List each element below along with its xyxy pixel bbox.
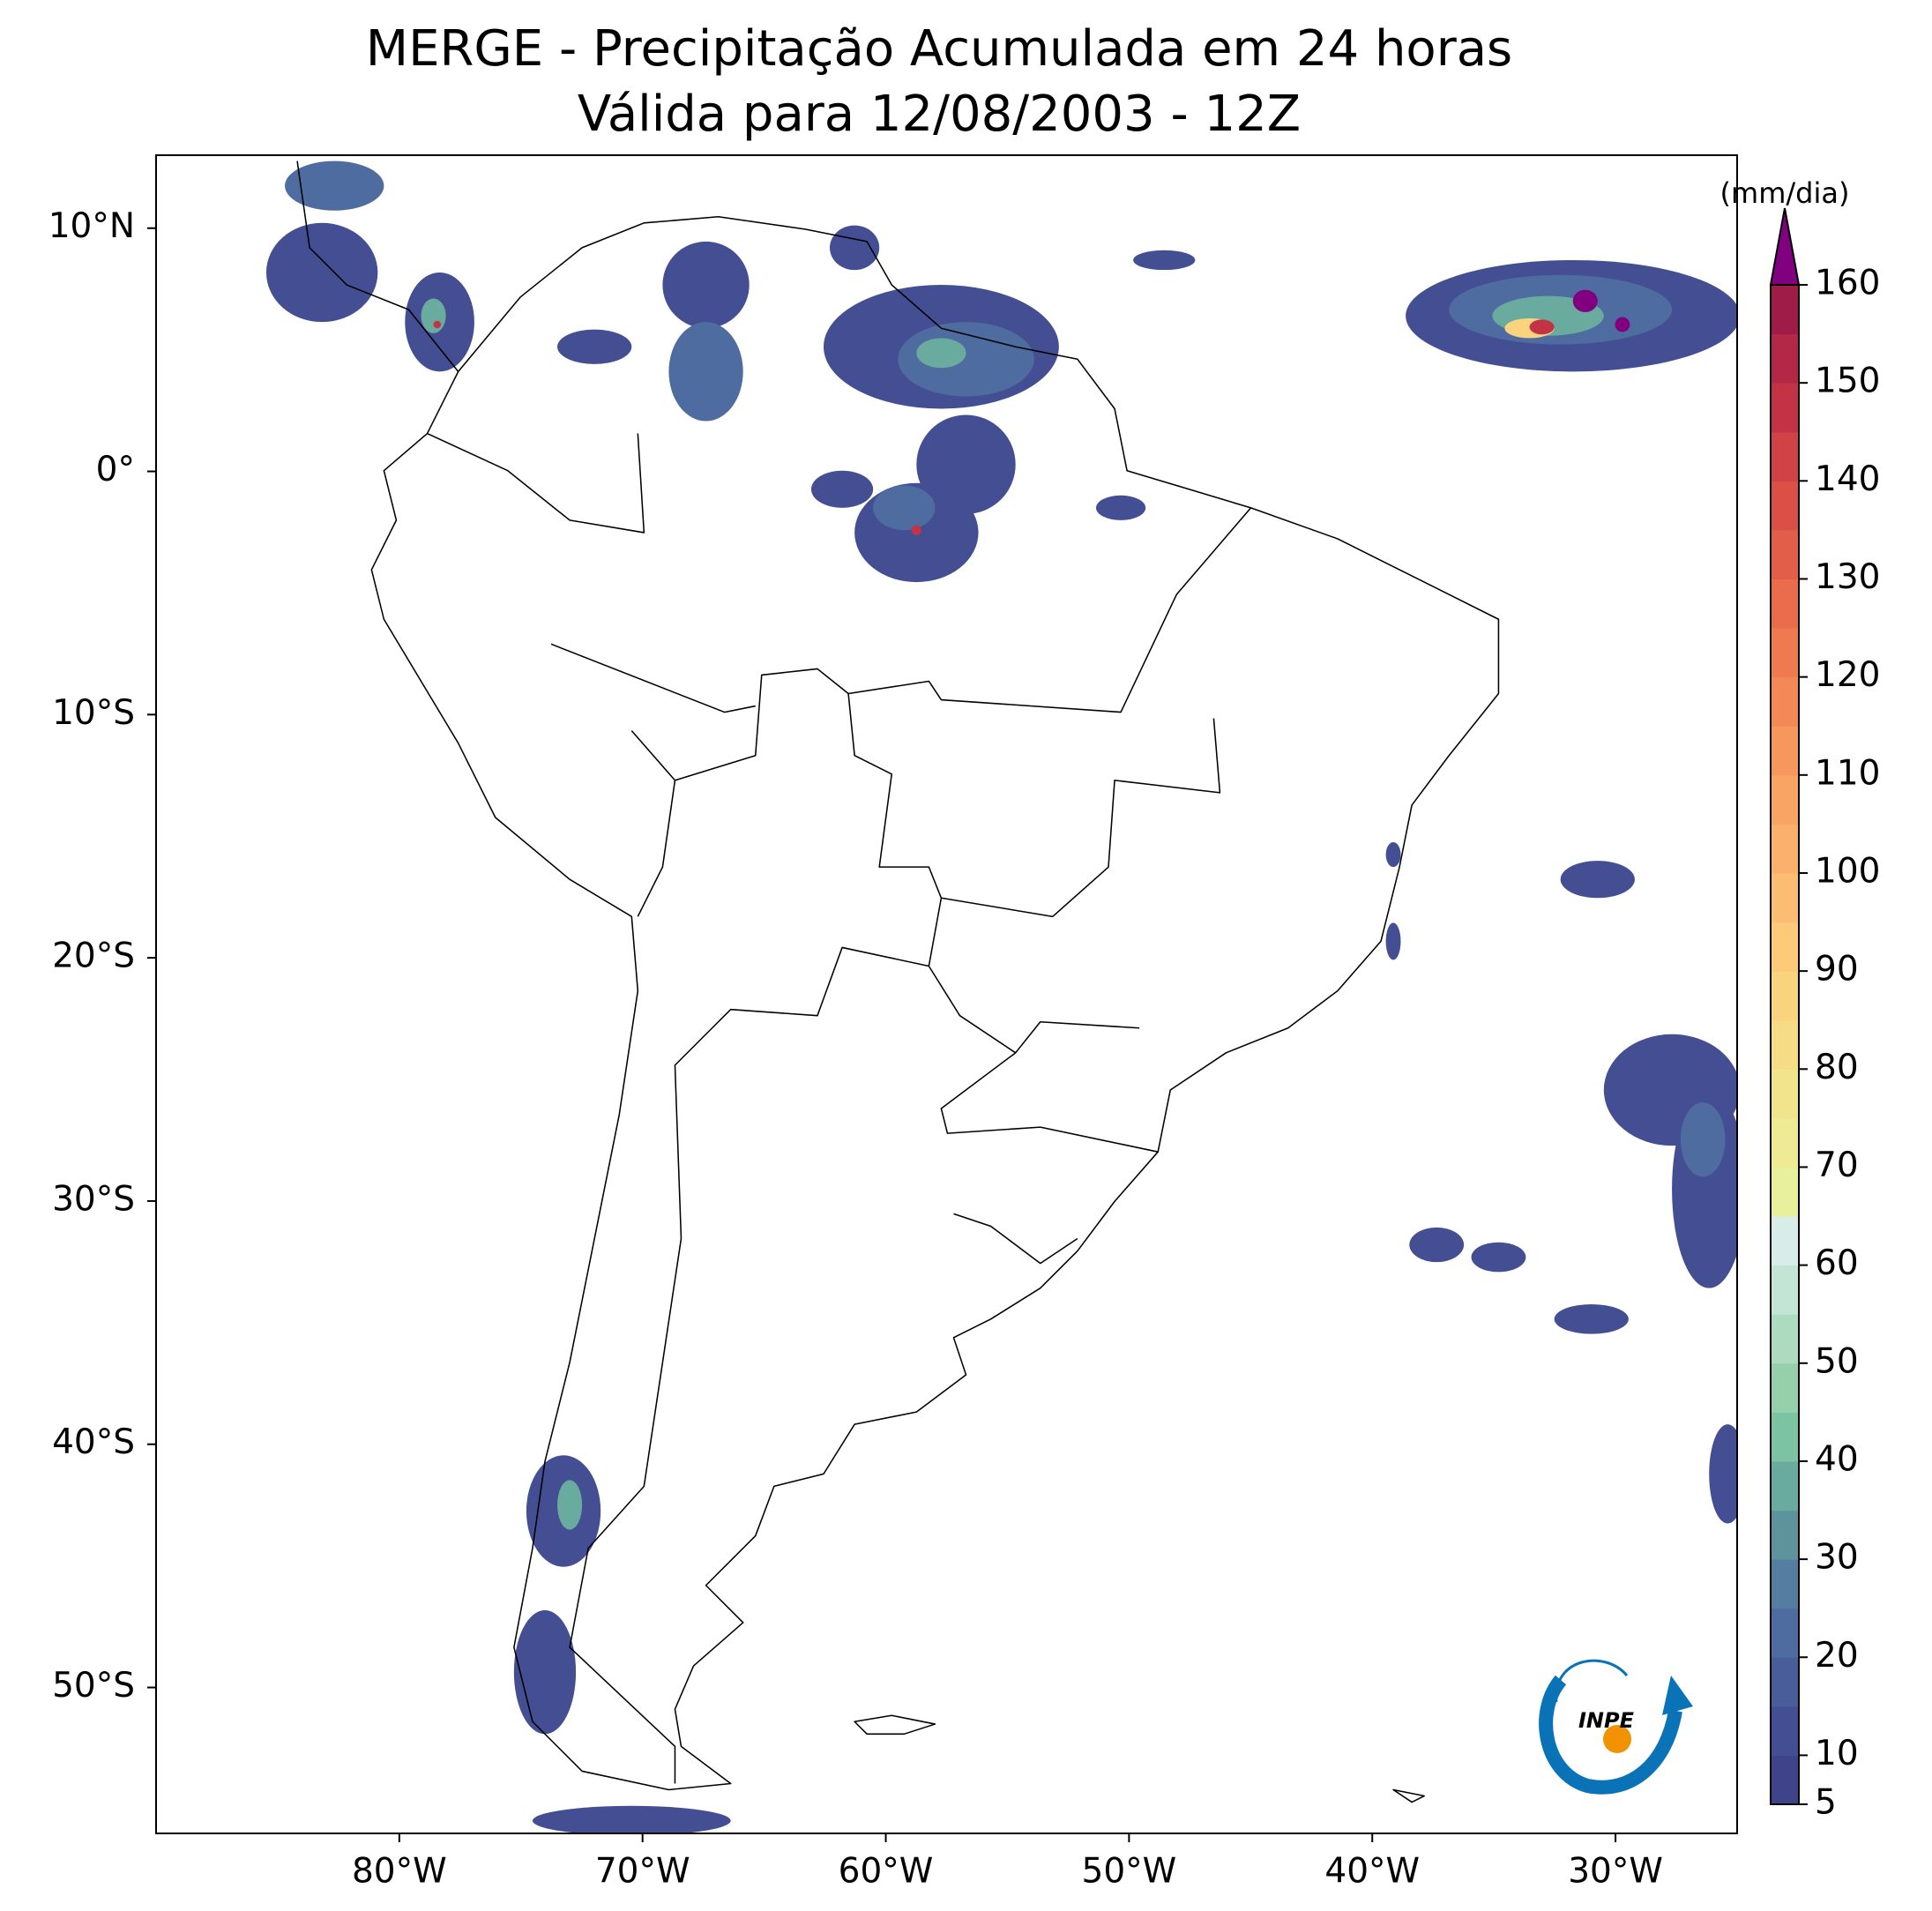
colorbar-band: [1771, 579, 1799, 629]
y-tick-label: 50°S: [52, 1666, 135, 1706]
colorbar-band: [1771, 1510, 1799, 1560]
colorbar-band: [1771, 1755, 1799, 1805]
colorbar-tick-label: 160: [1815, 264, 1880, 303]
colorbar-tick-label: 80: [1815, 1048, 1859, 1087]
colorbar-band: [1771, 922, 1799, 972]
colorbar-tick-label: 40: [1815, 1439, 1859, 1479]
colorbar-band: [1771, 628, 1799, 678]
colorbar-band: [1771, 872, 1799, 923]
x-tick-label: 80°W: [352, 1852, 447, 1892]
logo-text: INPE: [1578, 1708, 1635, 1733]
colorbar-band: [1771, 824, 1799, 874]
colorbar-band: [1771, 383, 1799, 433]
map-area: [265, 160, 1737, 1833]
colorbar-band: [1771, 1117, 1799, 1168]
y-tick-label: 0°: [96, 450, 135, 489]
colorbar-band: [1771, 971, 1799, 1021]
colorbar-band: [1771, 676, 1799, 727]
coastline: [296, 160, 1500, 1803]
x-tick-label: 70°W: [595, 1852, 690, 1892]
colorbar-tick-label: 70: [1815, 1146, 1859, 1185]
colorbar-band: [1771, 285, 1799, 335]
colorbar-band: [1771, 333, 1799, 384]
colorbar-tick-label: 5: [1815, 1783, 1837, 1823]
colorbar-band: [1771, 1412, 1799, 1462]
colorbar-band: [1771, 431, 1799, 481]
x-tick-label: 50°W: [1082, 1852, 1177, 1892]
colorbar-tick-label: 100: [1815, 851, 1880, 891]
colorbar-tick-label: 150: [1815, 362, 1880, 401]
colorbar-band: [1771, 1069, 1799, 1119]
colorbar-extend: [1769, 207, 1801, 286]
y-tick-label: 10°N: [48, 206, 135, 246]
colorbar-band: [1771, 481, 1799, 531]
colorbar-band: [1771, 1706, 1799, 1756]
colorbar-band: [1771, 1460, 1799, 1512]
x-tick-label: 30°W: [1568, 1852, 1663, 1892]
colorbar-tick-label: 90: [1815, 950, 1859, 989]
subtitle: Válida para 12/08/2003 - 12Z: [578, 86, 1301, 143]
colorbar-band: [1771, 529, 1799, 579]
colorbar-band: [1771, 1265, 1799, 1315]
colorbar-tick-label: 140: [1815, 459, 1880, 499]
colorbar-tick-label: 20: [1815, 1636, 1859, 1676]
colorbar-band: [1771, 1362, 1799, 1413]
colorbar-tick-label: 130: [1815, 557, 1880, 597]
colorbar-tick-label: 120: [1815, 655, 1880, 695]
colorbar-tick-label: 30: [1815, 1538, 1859, 1578]
colorbar: 5 10 20 30 40 50 60 70 80 90 100 110 120 130 140 150 160: [1769, 207, 1880, 1823]
logo: INPE: [1539, 1659, 1693, 1795]
y-tick-label: 30°S: [52, 1179, 135, 1219]
colorbar-tick-label: 110: [1815, 753, 1880, 793]
map-frame: [155, 154, 1738, 1834]
y-tick-label: 20°S: [52, 937, 135, 976]
colorbar-band: [1771, 1019, 1799, 1070]
colorbar-band: [1771, 726, 1799, 776]
colorbar-band: [1771, 1657, 1799, 1707]
colorbar-tick-label: 10: [1815, 1734, 1859, 1773]
colorbar-label: (mm/dia): [1720, 176, 1850, 210]
y-tick-label: 10°S: [52, 693, 135, 733]
colorbar-tick-label: 50: [1815, 1341, 1859, 1381]
colorbar-band: [1771, 1314, 1799, 1364]
x-tick-label: 60°W: [839, 1852, 934, 1892]
colorbar-outline: [1770, 284, 1800, 1805]
precipitation: [265, 160, 1737, 1833]
colorbar-band: [1771, 1167, 1799, 1217]
y-tick-label: 40°S: [52, 1422, 135, 1462]
colorbar-tick-label: 60: [1815, 1243, 1859, 1283]
colorbar-band: [1771, 1608, 1799, 1658]
colorbar-band: [1771, 774, 1799, 825]
colorbar-band: [1771, 1216, 1799, 1266]
x-tick-label: 40°W: [1324, 1852, 1420, 1892]
colorbar-band: [1771, 1559, 1799, 1609]
title: MERGE - Precipitação Acumulada em 24 hor…: [366, 20, 1512, 78]
